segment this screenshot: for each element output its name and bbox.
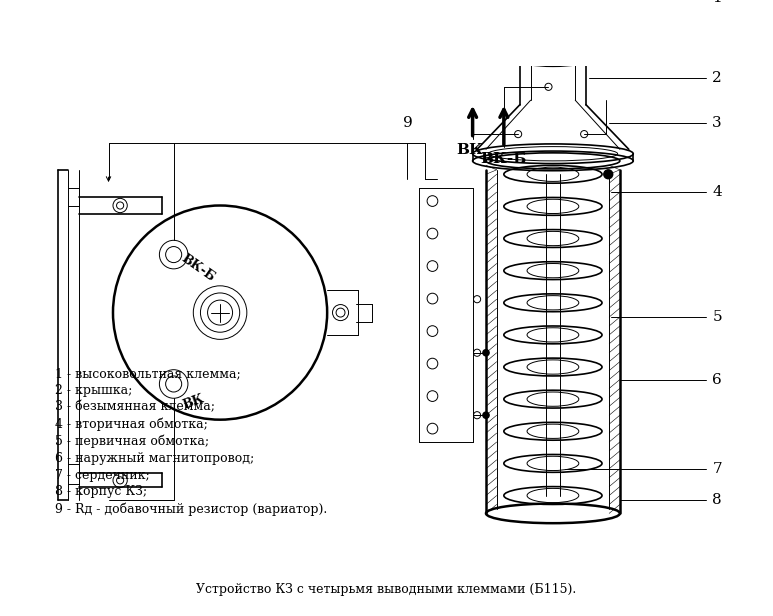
Text: 7: 7 bbox=[712, 462, 722, 476]
Circle shape bbox=[483, 412, 489, 418]
Text: 8: 8 bbox=[712, 493, 722, 507]
Text: ВК: ВК bbox=[181, 392, 206, 411]
Text: 7 - сердечник;: 7 - сердечник; bbox=[55, 469, 150, 482]
Text: 6 - наружный магнитопровод;: 6 - наружный магнитопровод; bbox=[55, 452, 254, 464]
Text: 3 - безымянная клемма;: 3 - безымянная клемма; bbox=[55, 400, 215, 414]
Text: 1: 1 bbox=[712, 0, 722, 4]
Text: 4 - вторичная обмотка;: 4 - вторичная обмотка; bbox=[55, 418, 208, 431]
Text: ВК: ВК bbox=[457, 143, 483, 157]
Text: Устройство КЗ с четырьмя выводными клеммами (Б115).: Устройство КЗ с четырьмя выводными клемм… bbox=[196, 583, 576, 596]
Text: 5 - первичная обмотка;: 5 - первичная обмотка; bbox=[55, 434, 209, 448]
Circle shape bbox=[483, 350, 489, 356]
Text: 6: 6 bbox=[712, 373, 722, 386]
Text: 5: 5 bbox=[712, 310, 722, 324]
Circle shape bbox=[604, 170, 613, 179]
Text: 2: 2 bbox=[712, 71, 722, 85]
Text: 9 - Rд - добавочный резистор (вариатор).: 9 - Rд - добавочный резистор (вариатор). bbox=[55, 502, 327, 516]
Text: 9: 9 bbox=[403, 116, 412, 129]
Text: ВК-Б: ВК-Б bbox=[481, 152, 527, 166]
Text: 8 - корпус КЗ;: 8 - корпус КЗ; bbox=[55, 485, 147, 498]
Text: 4: 4 bbox=[712, 185, 722, 199]
Text: 2 - крышка;: 2 - крышка; bbox=[55, 384, 132, 397]
Text: 3: 3 bbox=[712, 116, 722, 129]
Text: 1 - высоковольтная клемма;: 1 - высоковольтная клемма; bbox=[55, 367, 240, 380]
Text: ВК-Б: ВК-Б bbox=[179, 252, 217, 284]
